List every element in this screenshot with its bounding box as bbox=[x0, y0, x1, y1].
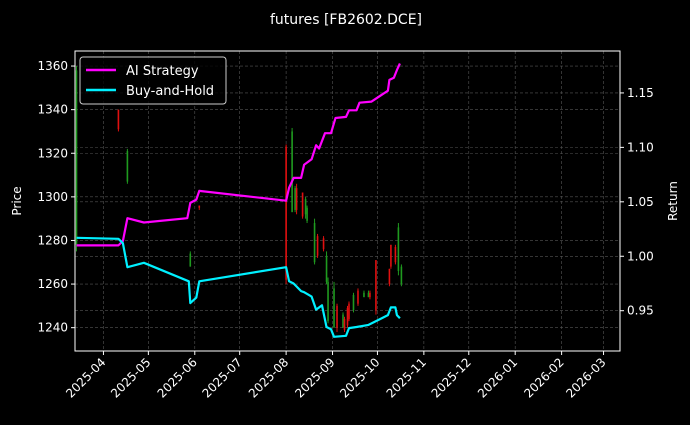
chart-title: futures [FB2602.DCE] bbox=[270, 12, 422, 28]
series-line-ai-strategy bbox=[76, 63, 401, 247]
x-tick-label: 2025-04 bbox=[63, 355, 108, 400]
candle-body bbox=[343, 318, 346, 330]
x-tick-label: 2025-08 bbox=[246, 355, 291, 400]
x-tick-label: 2025-12 bbox=[429, 355, 474, 400]
candle-body bbox=[348, 303, 350, 319]
candle-body bbox=[301, 192, 304, 217]
candle-body bbox=[189, 253, 192, 267]
candle-body bbox=[327, 281, 329, 322]
y-tick-label: 1320 bbox=[37, 146, 68, 160]
y2-tick-label: 1.00 bbox=[627, 249, 654, 263]
candle-body bbox=[117, 109, 120, 130]
y2-tick-label: 1.10 bbox=[627, 140, 654, 154]
y2-tick-label: 1.15 bbox=[627, 86, 654, 100]
candle-body bbox=[390, 244, 392, 267]
candle-body bbox=[397, 227, 400, 271]
candle-body bbox=[304, 199, 307, 215]
legend-label-ai: AI Strategy bbox=[126, 64, 199, 79]
candle-body bbox=[316, 236, 319, 256]
candle-body bbox=[75, 70, 78, 245]
x-tick-label: 2026-03 bbox=[563, 355, 608, 400]
y-tick-label: 1360 bbox=[37, 59, 68, 73]
y2-axis-label: Return bbox=[666, 181, 680, 221]
x-tick-label: 2025-06 bbox=[155, 355, 200, 400]
candle-body bbox=[357, 290, 359, 304]
candle-body bbox=[295, 188, 298, 210]
x-tick-label: 2025-07 bbox=[199, 355, 244, 400]
x-tick-label: 2025-05 bbox=[108, 355, 153, 400]
candle-body bbox=[352, 294, 355, 311]
x-axis: 2025-04 2025-05 2025-06 2025-07 2025-08 2025-… bbox=[63, 351, 609, 401]
candle-body bbox=[375, 260, 377, 311]
candle-body bbox=[363, 292, 365, 298]
candle-body bbox=[342, 314, 344, 328]
candle-body bbox=[285, 146, 287, 280]
y-tick-label: 1260 bbox=[37, 277, 68, 291]
candle-body bbox=[369, 292, 371, 298]
lines bbox=[76, 63, 401, 338]
y2-tick-label: 1.05 bbox=[627, 195, 654, 209]
legend: AI Strategy Buy-and-Hold bbox=[79, 56, 227, 105]
candle-body bbox=[336, 305, 338, 328]
candle-body bbox=[313, 223, 316, 263]
candle-body bbox=[346, 308, 349, 326]
plot-frame bbox=[74, 50, 621, 352]
candle-body bbox=[400, 266, 403, 285]
candle-body bbox=[394, 247, 397, 263]
x-tick-label: 2025-10 bbox=[337, 355, 382, 400]
x-tick-label: 2026-02 bbox=[521, 355, 566, 400]
candle-body bbox=[388, 268, 391, 285]
candle-body bbox=[198, 205, 201, 208]
y-tick-label: 1340 bbox=[37, 103, 68, 117]
series-line-buy-and-hold bbox=[76, 236, 401, 338]
candle-body bbox=[367, 292, 370, 298]
y-tick-label: 1300 bbox=[37, 190, 68, 204]
y-axis-left: 1240 1260 1280 1300 1320 1340 1360 bbox=[37, 59, 75, 335]
y-tick-label: 1240 bbox=[37, 321, 68, 335]
legend-label-bh: Buy-and-Hold bbox=[126, 84, 214, 99]
candles bbox=[75, 66, 403, 333]
legend-box bbox=[79, 56, 227, 105]
candle-body bbox=[322, 238, 325, 250]
y-axis-right: 0.95 1.00 1.05 1.10 1.15 bbox=[620, 86, 654, 318]
y-tick-label: 1280 bbox=[37, 233, 68, 247]
x-tick-label: 2025-09 bbox=[292, 355, 337, 400]
x-tick-label: 2026-01 bbox=[475, 355, 520, 400]
y-axis-label: Price bbox=[10, 186, 24, 215]
candle-body bbox=[294, 188, 296, 210]
candle-body bbox=[306, 207, 308, 221]
candle-body bbox=[126, 151, 129, 182]
y2-tick-label: 0.95 bbox=[627, 304, 654, 318]
x-tick-label: 2025-11 bbox=[384, 355, 429, 400]
candle-body bbox=[333, 288, 335, 328]
candle-body bbox=[291, 131, 293, 213]
candle-body bbox=[325, 255, 328, 282]
